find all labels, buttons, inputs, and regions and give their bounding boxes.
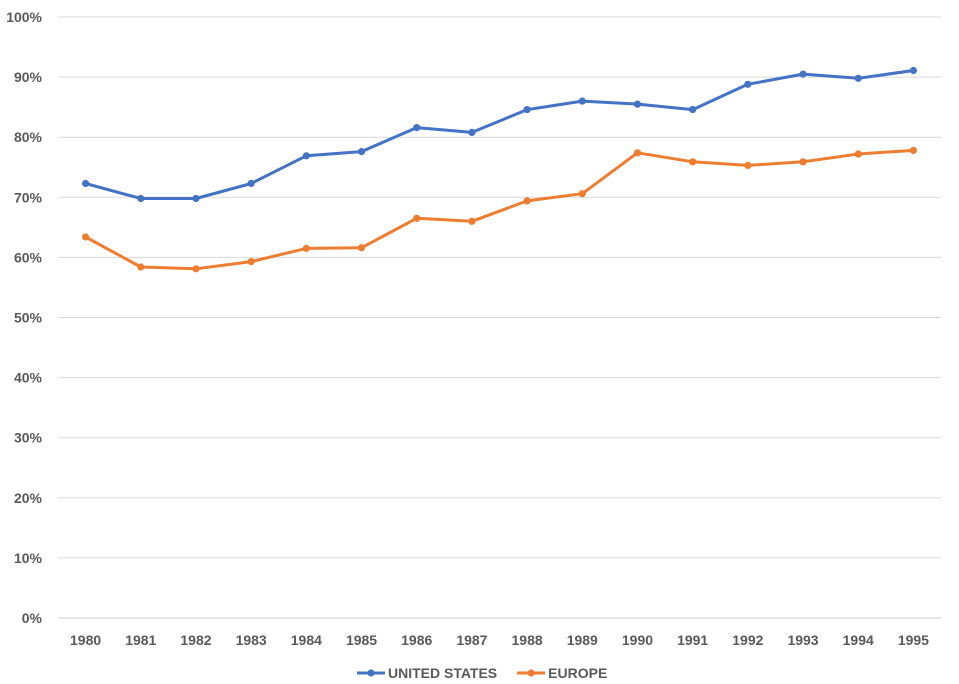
- y-tick-label: 70%: [14, 189, 43, 205]
- legend-entry-united-states: UNITED STATES: [357, 665, 497, 681]
- data-point-united-states: [413, 123, 421, 132]
- x-tick-label: 1986: [401, 632, 432, 648]
- data-point-europe: [909, 146, 918, 155]
- y-tick-label: 40%: [14, 370, 43, 386]
- data-point-europe: [81, 233, 90, 241]
- x-tick-label: 1984: [291, 632, 322, 648]
- data-point-europe: [137, 263, 145, 271]
- legend-label: UNITED STATES: [388, 665, 497, 681]
- legend-swatch-marker: [527, 669, 535, 677]
- y-tick-label: 0%: [22, 610, 43, 626]
- x-tick-label: 1989: [567, 632, 598, 648]
- data-point-united-states: [799, 70, 807, 78]
- series-lines: [81, 66, 918, 273]
- data-point-united-states: [468, 128, 476, 136]
- data-point-europe: [413, 214, 421, 222]
- y-tick-label: 50%: [14, 310, 43, 326]
- x-tick-label: 1982: [180, 632, 211, 648]
- data-point-united-states: [854, 74, 862, 82]
- data-point-united-states: [81, 179, 90, 188]
- data-point-europe: [302, 244, 310, 252]
- data-point-united-states: [689, 105, 697, 114]
- data-point-europe: [578, 190, 586, 198]
- x-tick-label: 1985: [346, 632, 377, 648]
- data-point-europe: [689, 158, 697, 166]
- series-line-united-states: [84, 69, 915, 200]
- gridlines: [58, 16, 941, 619]
- x-tick-label: 1990: [622, 632, 653, 648]
- data-point-united-states: [247, 179, 255, 188]
- x-tick-label: 1995: [898, 632, 929, 648]
- data-point-europe: [854, 150, 862, 158]
- legend: UNITED STATES EUROPE: [357, 665, 607, 681]
- x-tick-label: 1993: [787, 632, 818, 648]
- data-point-united-states: [578, 97, 586, 105]
- y-tick-label: 90%: [14, 69, 43, 85]
- x-tick-label: 1992: [732, 632, 763, 648]
- data-point-europe: [633, 149, 642, 157]
- x-tick-label: 1994: [843, 632, 874, 648]
- data-point-europe: [799, 158, 807, 166]
- data-point-united-states: [137, 194, 145, 203]
- x-tick-label: 1991: [677, 632, 708, 648]
- legend-swatch-marker: [367, 669, 375, 677]
- y-tick-label: 80%: [14, 129, 43, 145]
- y-tick-label: 30%: [14, 430, 43, 446]
- data-point-united-states: [523, 105, 531, 114]
- data-point-europe: [468, 217, 476, 225]
- y-tick-label: 100%: [6, 9, 42, 25]
- data-point-europe: [357, 244, 366, 252]
- data-point-united-states: [909, 66, 918, 75]
- legend-entry-europe: EUROPE: [517, 665, 607, 681]
- data-point-united-states: [192, 194, 200, 203]
- data-point-europe: [744, 161, 752, 170]
- y-axis-tick-labels: 0% 10% 20% 30% 40% 50% 60% 70% 80% 90% 100%: [6, 9, 42, 626]
- x-tick-label: 1987: [456, 632, 487, 648]
- y-tick-label: 60%: [14, 249, 43, 265]
- series-line-europe: [84, 148, 915, 271]
- data-point-united-states: [633, 100, 642, 108]
- data-point-united-states: [357, 148, 366, 156]
- data-point-europe: [192, 265, 200, 273]
- data-point-united-states: [302, 152, 310, 160]
- x-axis-tick-labels: 1980 1981 1982 1983 1984 1985 1986 1987 1988 1989…: [70, 632, 929, 648]
- x-tick-label: 1988: [512, 632, 543, 648]
- legend-label: EUROPE: [548, 665, 607, 681]
- x-tick-label: 1983: [236, 632, 267, 648]
- x-tick-label: 1981: [125, 632, 156, 648]
- data-point-united-states: [744, 80, 752, 88]
- data-point-europe: [523, 197, 531, 205]
- y-tick-label: 10%: [14, 550, 43, 566]
- y-tick-label: 20%: [14, 490, 43, 506]
- data-point-europe: [247, 258, 255, 266]
- x-tick-label: 1980: [70, 632, 101, 648]
